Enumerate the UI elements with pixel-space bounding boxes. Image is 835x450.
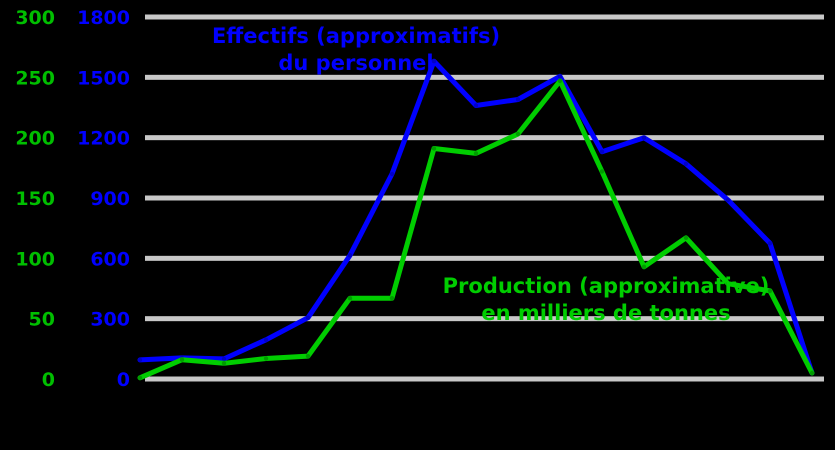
y-tick-label-blue: 1200 bbox=[77, 128, 130, 150]
y-tick-label-blue: 1800 bbox=[77, 7, 130, 29]
gridline bbox=[145, 135, 824, 141]
series-marker-production bbox=[557, 78, 563, 84]
series-marker-production bbox=[347, 296, 353, 301]
series-marker-effectifs bbox=[221, 356, 227, 362]
series-marker-effectifs bbox=[347, 253, 353, 258]
series-label-production: en milliers de tonnes bbox=[481, 301, 730, 325]
y-tick-label-green: 100 bbox=[15, 248, 55, 270]
series-marker-effectifs bbox=[515, 97, 521, 102]
series-marker-effectifs bbox=[305, 315, 311, 320]
series-marker-effectifs bbox=[557, 74, 563, 79]
gridline bbox=[145, 316, 824, 322]
gridline bbox=[145, 74, 824, 80]
y-tick-label-green: 300 bbox=[15, 7, 55, 29]
series-marker-production bbox=[725, 281, 731, 286]
series-marker-effectifs bbox=[599, 149, 605, 154]
gridline bbox=[145, 195, 824, 201]
gridline bbox=[145, 376, 824, 382]
gridline bbox=[145, 14, 824, 20]
series-marker-effectifs bbox=[767, 241, 773, 246]
y-tick-label-green: 200 bbox=[15, 128, 55, 150]
series-marker-production bbox=[221, 361, 227, 366]
series-marker-effectifs bbox=[473, 103, 479, 108]
series-marker-effectifs bbox=[683, 161, 689, 166]
y-tick-label-green: 250 bbox=[15, 67, 55, 89]
series-marker-effectifs bbox=[137, 357, 143, 363]
series-marker-production bbox=[599, 169, 605, 174]
y-tick-label-blue: 900 bbox=[90, 188, 130, 210]
series-marker-production bbox=[389, 296, 395, 301]
y-tick-label-green: 50 bbox=[29, 309, 55, 331]
series-marker-production bbox=[473, 151, 479, 156]
y-tick-label-blue: 0 bbox=[117, 369, 130, 391]
series-marker-production bbox=[683, 235, 689, 240]
series-marker-production bbox=[767, 288, 773, 294]
y-tick-label-blue: 300 bbox=[90, 309, 130, 331]
y-tick-label-green: 150 bbox=[15, 188, 55, 210]
series-marker-effectifs bbox=[389, 171, 395, 177]
series-marker-production bbox=[641, 264, 647, 269]
y-tick-label-blue: 1500 bbox=[77, 67, 130, 89]
series-marker-production bbox=[305, 353, 311, 359]
series-marker-production bbox=[179, 357, 185, 362]
series-marker-effectifs bbox=[641, 135, 647, 140]
y-tick-label-green: 0 bbox=[42, 369, 55, 391]
series-marker-production bbox=[809, 370, 815, 376]
y-tick-label-blue: 600 bbox=[90, 248, 130, 270]
series-marker-effectifs bbox=[725, 197, 731, 203]
gridline bbox=[145, 255, 824, 261]
series-label-effectifs: Effectifs (approximatifs) bbox=[212, 24, 500, 48]
series-marker-effectifs bbox=[431, 59, 437, 64]
series-label-production: Production (approximative) bbox=[443, 274, 770, 298]
series-marker-production bbox=[137, 375, 143, 380]
series-label-effectifs: du personnel bbox=[278, 51, 433, 75]
series-marker-effectifs bbox=[263, 337, 269, 342]
series-marker-production bbox=[515, 131, 521, 137]
series-marker-production bbox=[431, 146, 437, 151]
series-marker-production bbox=[263, 356, 269, 361]
